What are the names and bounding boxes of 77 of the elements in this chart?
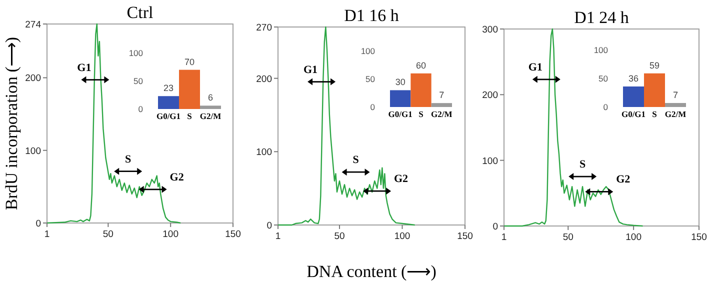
- chart-title: Ctrl: [126, 3, 154, 22]
- bar: [390, 90, 411, 107]
- bar: [431, 103, 452, 107]
- line-series: [46, 23, 182, 224]
- y-tick-label: 100: [128, 48, 144, 58]
- y-tick-label: 50: [598, 74, 608, 84]
- data-label: 36: [628, 73, 639, 84]
- data-label: 30: [395, 77, 406, 88]
- x-tick-label: 50: [334, 231, 345, 242]
- chart-title: D1 24 h: [574, 8, 630, 27]
- x-axis-title: DNA content (⟶): [306, 262, 436, 281]
- y-tick-label: 0: [36, 218, 41, 230]
- y-tick-label: 200: [25, 73, 41, 84]
- y-tick-label: 270: [256, 22, 272, 34]
- bar: [200, 106, 221, 109]
- data-label: 7: [439, 90, 444, 100]
- y-tick-label: 300: [482, 24, 498, 36]
- bar: [665, 103, 686, 107]
- x-tick-label: 50: [562, 232, 574, 243]
- annotation: S: [352, 154, 359, 166]
- line-series: [277, 26, 416, 226]
- x-tick-label: 150: [457, 231, 473, 242]
- bar: [179, 70, 200, 109]
- x-tick-label: S: [187, 111, 192, 121]
- bar: [410, 73, 432, 107]
- y-tick-label: 0: [370, 102, 376, 112]
- data-label: 7: [672, 90, 678, 100]
- x-tick-label: G0/G1: [388, 109, 412, 119]
- data-label: 23: [163, 83, 174, 94]
- x-tick-label: G2/M: [200, 111, 222, 121]
- y-tick-label: 100: [25, 146, 41, 157]
- y-tick-label: 50: [366, 74, 376, 84]
- y-tick-label: 274: [25, 20, 41, 30]
- y-tick-label: 200: [256, 74, 272, 85]
- annotation: G1: [304, 64, 318, 76]
- y-tick-label: 200: [482, 90, 498, 102]
- y-tick-label: 0: [492, 222, 498, 232]
- x-tick-label: 100: [162, 229, 179, 240]
- annotation: G2: [616, 174, 631, 186]
- y-tick-label: 0: [266, 220, 272, 232]
- x-tick-label: 150: [225, 229, 241, 240]
- annotation: G2: [170, 171, 184, 184]
- y-tick-label: 50: [134, 76, 144, 86]
- y-tick-label: 100: [360, 46, 376, 56]
- bar: [644, 73, 665, 107]
- y-tick-label: 0: [138, 104, 144, 114]
- x-tick-label: 100: [626, 232, 642, 243]
- annotation: G1: [77, 62, 92, 74]
- x-tick-label: G2/M: [431, 109, 452, 119]
- x-tick-label: G0/G1: [621, 109, 646, 119]
- annotation: G2: [394, 173, 409, 186]
- x-tick-label: 50: [102, 229, 114, 240]
- x-tick-label: G0/G1: [156, 111, 181, 121]
- data-label: 70: [184, 56, 195, 67]
- data-label: 59: [649, 60, 660, 70]
- x-tick-label: S: [652, 109, 658, 119]
- x-tick-label: 1: [275, 231, 281, 242]
- annotation: S: [125, 153, 132, 166]
- line-series: [503, 28, 644, 227]
- data-label: 60: [416, 60, 426, 70]
- x-tick-label: 1: [501, 232, 507, 243]
- y-tick-label: 100: [482, 156, 498, 167]
- bar: [158, 96, 179, 109]
- bar: [623, 86, 644, 107]
- x-tick-label: G2/M: [664, 109, 686, 119]
- x-tick-label: S: [418, 109, 424, 119]
- chart-title: D1 16 h: [344, 6, 400, 25]
- annotation: G1: [528, 61, 542, 74]
- y-tick-label: 100: [256, 147, 272, 158]
- x-tick-label: 100: [394, 231, 410, 242]
- annotation: S: [580, 158, 586, 171]
- x-tick-label: 1: [44, 229, 50, 240]
- data-label: 6: [208, 92, 214, 103]
- y-tick-label: 100: [594, 45, 608, 55]
- y-tick-label: 0: [603, 102, 608, 112]
- y-axis-title: BrdU incorporation (⟶): [2, 36, 21, 210]
- x-tick-label: 150: [691, 232, 707, 243]
